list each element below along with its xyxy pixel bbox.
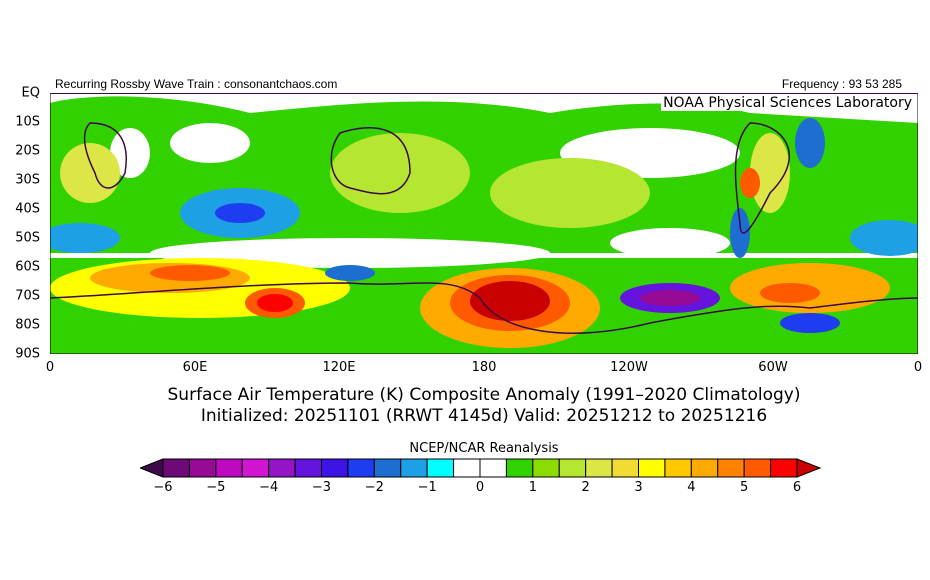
- colorbar-tick-label: −3: [311, 480, 332, 495]
- colorbar-tick-label: 2: [581, 480, 590, 495]
- header-left-text: Recurring Rossby Wave Train : consonantc…: [55, 77, 338, 91]
- colorbar-tick-label: 3: [634, 480, 643, 495]
- y-tick-label: 90S: [15, 346, 40, 362]
- colorbar-swatch: [690, 458, 719, 478]
- white-gaps: [110, 123, 740, 268]
- colorbar: [140, 458, 822, 478]
- y-tick-label: 30S: [15, 172, 40, 188]
- colorbar-swatch: [268, 458, 296, 478]
- anomaly-map: [50, 93, 918, 354]
- map-title: Surface Air Temperature (K) Composite An…: [167, 385, 801, 405]
- colorbar-swatch: [743, 458, 772, 478]
- x-tick-label: 120E: [322, 360, 356, 375]
- x-tick-label: 0: [45, 360, 55, 375]
- colorbar-tick-label: 1: [528, 480, 537, 495]
- colorbar-swatch: [770, 458, 798, 478]
- y-tick-label: 40S: [15, 201, 40, 217]
- cold-regions: [50, 118, 918, 333]
- colorbar-tick-label: −6: [153, 480, 173, 495]
- colorbar-swatch: [611, 458, 640, 478]
- colorbar-tick-label: 6: [792, 480, 802, 495]
- colorbar-swatch: [294, 458, 322, 478]
- colorbar-swatch: [585, 458, 613, 478]
- colorbar-tick-label: −1: [417, 480, 437, 495]
- colorbar-swatch: [215, 458, 243, 478]
- colorbar-swatch: [479, 458, 507, 478]
- colorbar-tick-label: −2: [364, 480, 384, 495]
- colorbar-swatch: [505, 458, 534, 478]
- x-tick-label: 180: [471, 360, 497, 375]
- x-tick-label: 0: [913, 360, 923, 375]
- y-tick-label: 60S: [15, 259, 40, 275]
- colorbar-swatch: [373, 458, 402, 478]
- colorbar-swatch: [426, 458, 455, 478]
- x-tick-label: 60W: [758, 360, 788, 375]
- colorbar-title: NCEP/NCAR Reanalysis: [409, 441, 559, 456]
- y-tick-label: EQ: [21, 85, 40, 101]
- colorbar-swatch: [241, 458, 270, 478]
- colorbar-min-arrow: [140, 458, 164, 478]
- colorbar-swatch: [664, 458, 692, 478]
- colorbar-tick-label: 5: [740, 480, 749, 495]
- colorbar-max-arrow: [796, 458, 822, 478]
- y-tick-label: 80S: [15, 317, 40, 333]
- header-frequency-text: Frequency : 93 53 285: [781, 77, 902, 91]
- colorbar-swatch: [558, 458, 587, 478]
- y-tick-label: 50S: [15, 230, 40, 246]
- x-tick-label: 120W: [610, 360, 648, 375]
- colorbar-swatch: [453, 458, 481, 478]
- colorbar-swatch: [532, 458, 560, 478]
- colorbar-tick-label: 0: [475, 480, 485, 495]
- colorbar-swatch: [400, 458, 428, 478]
- colorbar-swatch: [638, 458, 666, 478]
- colorbar-swatch: [347, 458, 375, 478]
- credit-label: NOAA Physical Sciences Laboratory: [661, 95, 914, 111]
- colorbar-tick-label: −5: [206, 480, 226, 495]
- map-subtitle: Initialized: 20251101 (RRWT 4145d) Valid…: [200, 406, 768, 426]
- coastlines: [50, 122, 918, 334]
- colorbar-swatch: [162, 458, 190, 478]
- colorbar-swatch: [717, 458, 745, 478]
- colorbar-tick-label: −4: [259, 480, 279, 495]
- colorbar-tick-label: 4: [687, 480, 696, 495]
- y-tick-label: 70S: [15, 288, 40, 304]
- colorbar-swatch: [321, 458, 349, 478]
- y-tick-label: 20S: [15, 143, 40, 159]
- colorbar-swatch: [188, 458, 217, 478]
- y-tick-label: 10S: [15, 114, 40, 130]
- x-tick-label: 60E: [182, 360, 208, 375]
